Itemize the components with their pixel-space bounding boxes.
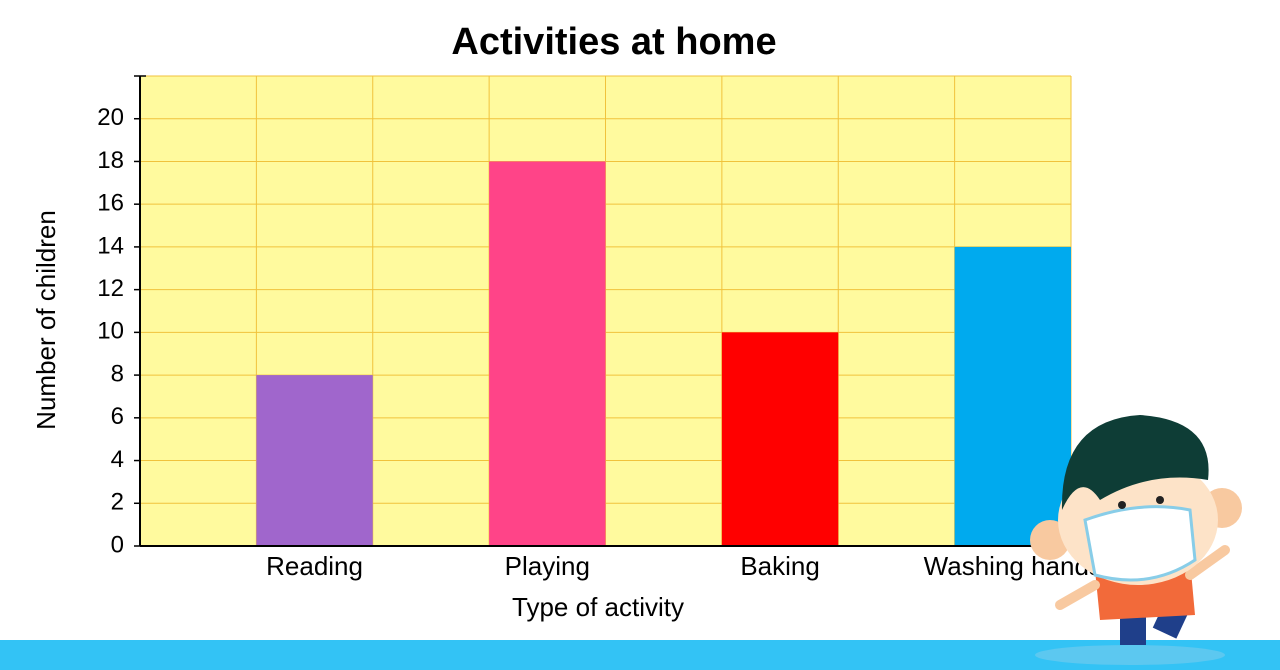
y-tick-label: 4 [111, 446, 124, 473]
bar [954, 246, 1071, 546]
y-tick-label: 8 [111, 360, 124, 387]
mask [1083, 505, 1197, 582]
boy-illustration [1030, 415, 1242, 665]
y-tick-label: 10 [97, 318, 124, 345]
arm [1185, 545, 1230, 580]
y-tick-label: 18 [97, 147, 124, 174]
y-tick-label: 6 [111, 403, 124, 430]
y-tick-label: 20 [97, 104, 124, 131]
x-axis-title: Type of activity [512, 592, 684, 622]
y-tick-label: 16 [97, 190, 124, 217]
arm [1055, 580, 1100, 610]
hair [1061, 415, 1209, 510]
x-tick-label: Reading [266, 551, 363, 581]
x-tick-label: Baking [740, 551, 820, 581]
y-tick-label: 0 [111, 531, 124, 558]
bar [256, 375, 373, 546]
y-tick-label: 14 [97, 232, 124, 259]
x-tick-label: Playing [505, 551, 590, 581]
shadow [1035, 645, 1225, 665]
eye [1118, 501, 1126, 509]
eye [1156, 496, 1164, 504]
chart-title: Activities at home [451, 21, 776, 63]
y-tick-label: 2 [111, 489, 124, 516]
y-axis-title: Number of children [31, 210, 61, 430]
bar [489, 161, 606, 547]
y-tick-label: 12 [97, 275, 124, 302]
bar [721, 332, 839, 546]
